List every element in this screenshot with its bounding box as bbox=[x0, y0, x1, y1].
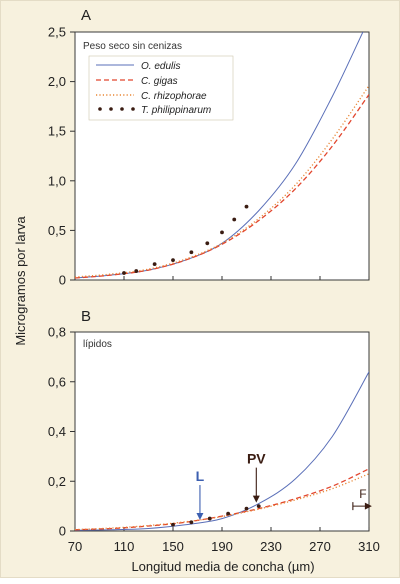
annotation-l-arrowhead bbox=[196, 513, 204, 521]
point-t-philippinarum bbox=[205, 241, 210, 246]
legend-label-c-rhizophorae: C. rhizophorae bbox=[141, 91, 207, 102]
panel-a-subtitle: Peso seco sin cenizas bbox=[83, 41, 182, 52]
point-t-philippinarum bbox=[220, 230, 224, 235]
x-axis-label: Longitud media de concha (µm) bbox=[131, 559, 314, 574]
panel-a-y-axis: 0 0,5 1,0 1,5 2,0 2,5 bbox=[48, 25, 370, 288]
x-tick-label: 110 bbox=[114, 539, 135, 554]
panel-b-y-axis: 0 0,2 0,4 0,6 0,8 bbox=[48, 325, 370, 539]
legend-box bbox=[88, 55, 234, 121]
point-t-philippinarum bbox=[244, 204, 249, 209]
panel-b-subtitle: lípidos bbox=[83, 339, 112, 350]
point-t-philippinarum bbox=[226, 511, 231, 516]
legend-label-t-philippinarum: T. philippinarum bbox=[141, 105, 211, 116]
panel-b-annotations: L PV F bbox=[196, 451, 372, 521]
annotation-pv: PV bbox=[247, 451, 266, 467]
legend-dots-t-philippinarum bbox=[98, 107, 135, 111]
x-tick-label: 230 bbox=[260, 539, 282, 554]
point-t-philippinarum bbox=[244, 506, 249, 511]
panel-a-y-tick-label: 0 bbox=[59, 273, 66, 288]
panel-b: B lípidos 0 0,2 0,4 0,6 0,8 L PV F bbox=[48, 308, 372, 539]
x-tick-label: 70 bbox=[68, 539, 82, 554]
x-tick-label: 310 bbox=[358, 539, 380, 554]
panel-a-y-tick-label: 2,0 bbox=[48, 74, 66, 89]
line-c-gigas bbox=[75, 468, 369, 531]
point-t-philippinarum bbox=[189, 250, 194, 255]
panel-b-y-tick-label: 0 bbox=[59, 524, 66, 539]
panel-b-series bbox=[75, 371, 369, 531]
y-axis-label: Microgramos por larva bbox=[13, 216, 28, 346]
panel-b-plot-area bbox=[74, 331, 370, 532]
panel-a-y-tick-label: 1,0 bbox=[48, 173, 66, 188]
panel-a-y-tick-label: 1,5 bbox=[48, 124, 66, 139]
point-t-philippinarum bbox=[122, 271, 126, 275]
point-t-philippinarum bbox=[256, 504, 261, 509]
point-t-philippinarum bbox=[207, 516, 212, 521]
panel-b-y-tick-label: 0,4 bbox=[48, 424, 66, 439]
point-t-philippinarum bbox=[171, 522, 175, 527]
panel-a-series bbox=[75, 32, 369, 279]
x-tick-label: 270 bbox=[309, 539, 331, 554]
legend: O. edulis C. gigas C. rhizophorae T. phi… bbox=[88, 55, 234, 121]
panel-b-y-tick-label: 0,6 bbox=[48, 374, 66, 389]
point-t-philippinarum bbox=[152, 262, 157, 267]
panel-b-y-tick-label: 0,8 bbox=[48, 325, 66, 340]
annotation-f-arrowhead bbox=[364, 502, 372, 510]
x-tick-label: 190 bbox=[211, 539, 233, 554]
panel-a: A Peso seco sin cenizas 0 0,5 1,0 1,5 2,0 2,5… bbox=[48, 7, 370, 288]
annotation-f: F bbox=[359, 487, 366, 501]
point-t-philippinarum bbox=[134, 269, 139, 273]
panel-b-letter: B bbox=[81, 308, 91, 325]
panel-a-letter: A bbox=[81, 7, 91, 24]
annotation-pv-arrowhead bbox=[252, 495, 260, 503]
x-tick-label: 150 bbox=[162, 539, 184, 554]
legend-label-c-gigas: C. gigas bbox=[141, 76, 178, 87]
x-axis: 70 110 150 190 230 270 310 bbox=[68, 539, 380, 554]
legend-label-o-edulis: O. edulis bbox=[141, 61, 180, 72]
point-t-philippinarum bbox=[171, 258, 175, 263]
panel-a-y-tick-label: 2,5 bbox=[48, 25, 66, 40]
line-o-edulis bbox=[75, 371, 369, 531]
panel-b-y-tick-label: 0,2 bbox=[48, 474, 66, 489]
line-c-gigas bbox=[75, 94, 369, 279]
point-t-philippinarum bbox=[189, 520, 194, 525]
point-t-philippinarum bbox=[232, 217, 237, 222]
panel-a-y-tick-label: 0,5 bbox=[48, 223, 66, 238]
annotation-l: L bbox=[196, 468, 205, 484]
